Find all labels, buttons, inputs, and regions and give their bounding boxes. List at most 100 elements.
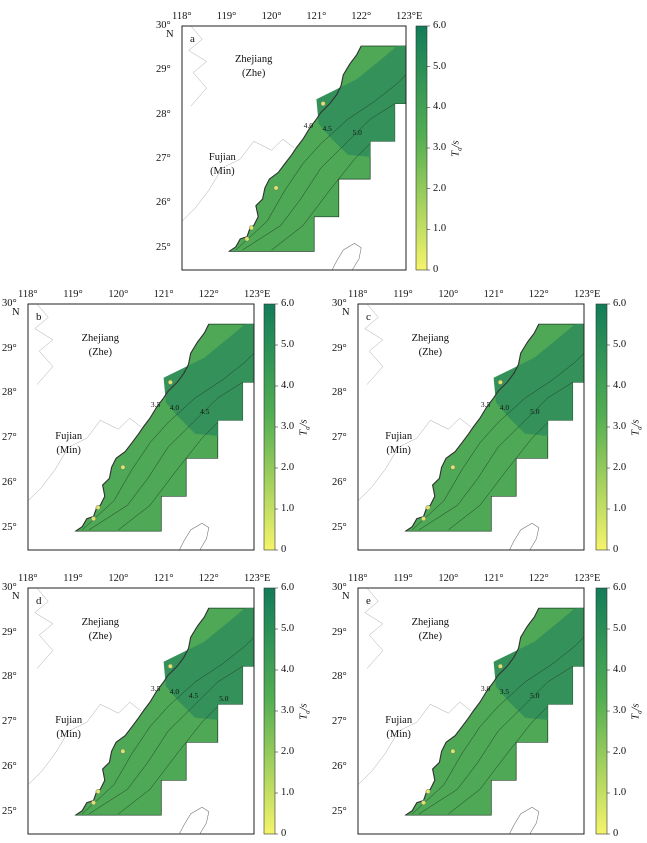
lon-tick-label: 120° xyxy=(261,11,282,22)
island xyxy=(421,800,426,806)
lon-tick-label: 118° xyxy=(18,289,38,300)
island xyxy=(497,379,503,385)
lat-tick-label: 27° xyxy=(332,716,347,728)
lat-tick-label: 29° xyxy=(2,342,17,354)
province-border xyxy=(398,417,472,448)
region-name: Fujian xyxy=(55,430,83,442)
province-border xyxy=(34,303,54,385)
island xyxy=(95,789,101,794)
lat-tick-label: 26° xyxy=(2,760,17,772)
lon-tick-label: 120° xyxy=(108,573,129,584)
isoline xyxy=(118,706,218,815)
province-border xyxy=(188,25,208,107)
contour-label: 4.0 xyxy=(499,403,510,413)
lon-tick-label: 123°E xyxy=(244,289,271,300)
taiwan-outline xyxy=(508,806,540,835)
province-border xyxy=(357,730,399,785)
lat-tick-label: 25° xyxy=(2,805,17,817)
lon-tick-label: 118° xyxy=(18,573,38,584)
region-label-fujian: Fujian (Min) xyxy=(41,430,97,458)
colorbar-tick-label: 0 xyxy=(613,828,619,839)
deep-sea-field xyxy=(163,608,254,720)
colorbar-tick-label: 3.0 xyxy=(281,421,295,432)
colorbar-tick-label: 6.0 xyxy=(613,582,627,593)
colorbar-tick-label: 1.0 xyxy=(613,503,627,514)
region-abbr: (Min) xyxy=(56,729,81,741)
region-label-fujian: Fujian (Min) xyxy=(41,714,97,742)
isoline xyxy=(412,637,585,815)
province-border xyxy=(34,587,54,669)
province-border xyxy=(222,138,295,169)
lon-tick-label: 120° xyxy=(438,573,459,584)
province-border xyxy=(364,587,384,669)
island xyxy=(120,748,126,754)
panel-letter: c xyxy=(366,311,371,323)
lon-tick-label: 118° xyxy=(348,289,368,300)
colorbar-tick-label: 6.0 xyxy=(433,20,447,31)
colorbar-tick-label: 5.0 xyxy=(281,623,295,634)
colorbar-tick-label: 5.0 xyxy=(281,339,295,350)
colorbar-tick-label: 2.0 xyxy=(433,182,447,194)
lat-tick-label: 29° xyxy=(332,626,347,638)
lat-tick-label: 29° xyxy=(156,64,171,76)
region-abbr: (Zhe) xyxy=(88,630,112,642)
contour-label: 4.0 xyxy=(169,687,180,697)
province-border xyxy=(181,167,223,222)
island xyxy=(450,464,456,470)
region-name: Zhejiang xyxy=(235,54,273,66)
contour-label: 4.5 xyxy=(200,406,210,416)
contour-label: 4.0 xyxy=(169,403,180,413)
contour-label: 4.0 xyxy=(303,120,314,130)
lat-tick-label: 26° xyxy=(2,476,17,488)
island xyxy=(248,225,254,231)
lon-tick-label: 121° xyxy=(153,289,174,300)
region-label-fujian: Fujian (Min) xyxy=(371,714,427,742)
title-symbol: T xyxy=(630,713,642,720)
colorbar-tick-label: 4.0 xyxy=(613,380,627,391)
lat-unit-label: N xyxy=(342,591,350,602)
isoline xyxy=(448,706,548,815)
contour-label: 3.0 xyxy=(480,683,491,693)
contour-label: 3.5 xyxy=(150,399,161,409)
lat-tick-label: 25° xyxy=(332,805,347,817)
lon-tick-label: 118° xyxy=(348,573,368,584)
island xyxy=(421,516,426,522)
region-name: Zhejiang xyxy=(81,332,119,344)
lat-tick-label: 28° xyxy=(2,387,17,399)
panel-letter: a xyxy=(190,33,195,45)
lat-unit-label: N xyxy=(12,307,20,318)
contour-label: 5.0 xyxy=(530,406,540,416)
lon-tick-label: 119° xyxy=(63,289,83,300)
region-label-fujian: Fujian (Min) xyxy=(371,430,427,458)
lon-tick-label: 123°E xyxy=(396,11,423,22)
lon-tick-label: 121° xyxy=(306,11,327,22)
panel-letter: d xyxy=(36,595,42,607)
region-abbr: (Min) xyxy=(56,445,81,457)
lon-tick-label: 123°E xyxy=(574,289,601,300)
colorbar-tick-label: 1.0 xyxy=(613,787,627,798)
region-name: Zhejiang xyxy=(81,616,119,628)
lat-tick-label: 26° xyxy=(332,476,347,488)
province-border xyxy=(68,417,142,448)
island xyxy=(244,236,250,242)
isoline xyxy=(242,103,395,251)
panel-letter: b xyxy=(36,311,42,323)
colorbar-tick-label: 6.0 xyxy=(281,298,295,309)
colorbar-tick-label: 2.0 xyxy=(613,462,627,473)
deep-sea-field xyxy=(493,324,584,436)
colorbar-tick-label: 0 xyxy=(281,544,287,555)
lon-tick-label: 119° xyxy=(393,573,413,584)
region-abbr: (Zhe) xyxy=(242,68,266,80)
lon-tick-label: 119° xyxy=(393,289,413,300)
colorbar-tick-label: 2.0 xyxy=(613,746,627,757)
region-abbr: (Min) xyxy=(386,729,411,741)
